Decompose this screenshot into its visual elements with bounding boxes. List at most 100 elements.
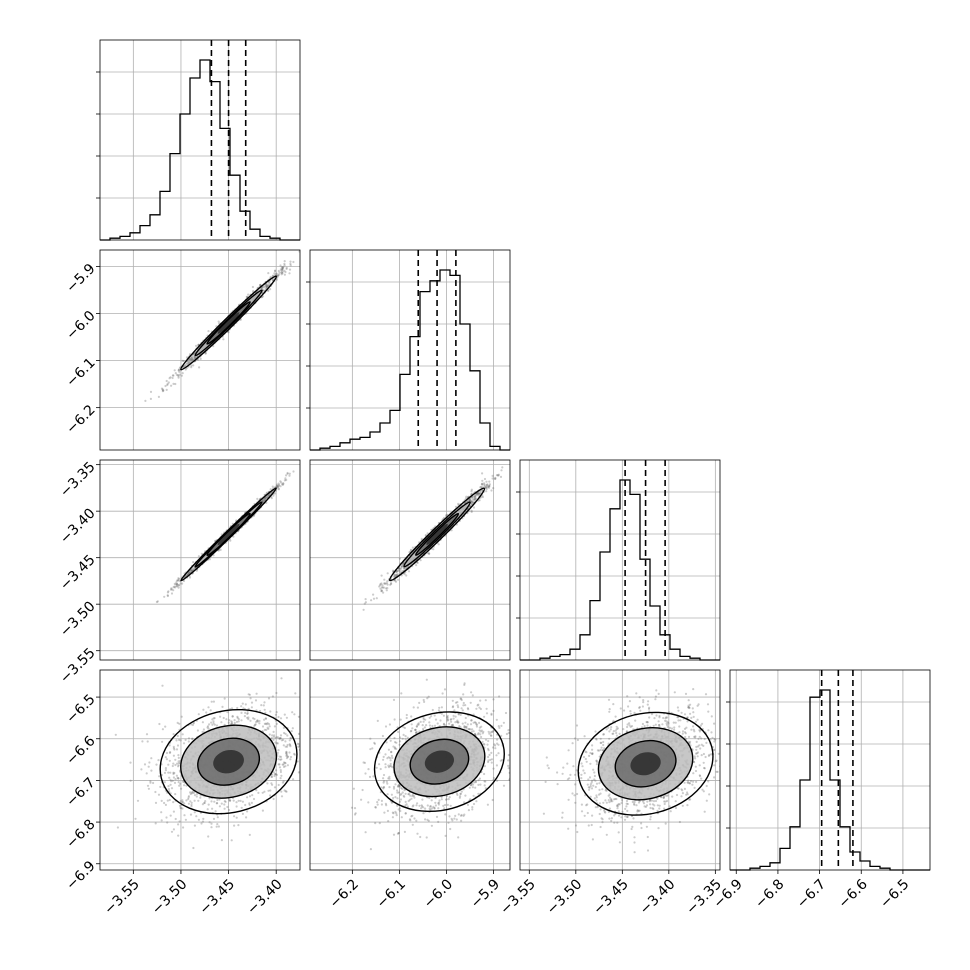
- sample-point: [281, 266, 284, 269]
- sample-point: [150, 757, 153, 760]
- sample-point: [227, 331, 230, 334]
- sample-point: [277, 487, 280, 490]
- sample-point: [149, 390, 153, 393]
- sample-point: [201, 730, 204, 734]
- sample-point: [170, 588, 173, 591]
- sample-point: [183, 802, 186, 805]
- sample-point: [364, 601, 367, 604]
- sample-point: [187, 796, 190, 799]
- sample-point: [472, 498, 475, 501]
- sample-point: [268, 280, 271, 283]
- contour-line-1: [194, 289, 263, 357]
- sample-point: [472, 506, 476, 509]
- contour-line-0: [388, 487, 486, 582]
- sample-point: [188, 358, 191, 361]
- sample-point: [250, 706, 253, 709]
- sample-point: [189, 569, 193, 572]
- sample-point: [470, 502, 473, 505]
- sample-point: [259, 283, 262, 287]
- sample-point: [280, 758, 283, 761]
- sample-point: [468, 498, 471, 501]
- sample-point: [170, 587, 173, 590]
- sample-point: [400, 565, 403, 568]
- sample-point: [284, 477, 287, 480]
- sample-point: [470, 488, 473, 491]
- contour-line-0: [180, 487, 278, 582]
- sample-point: [283, 479, 286, 482]
- sample-point: [281, 781, 284, 784]
- sample-point: [212, 817, 216, 821]
- sample-point: [405, 574, 408, 577]
- panel-frame: [729, 669, 931, 871]
- sample-point: [155, 600, 158, 604]
- sample-point: [157, 793, 161, 796]
- sample-point: [476, 494, 479, 497]
- sample-point: [479, 492, 482, 495]
- sample-point: [264, 497, 267, 500]
- sample-point: [166, 383, 169, 387]
- sample-point: [267, 284, 270, 287]
- sample-point: [483, 482, 486, 485]
- sample-point: [278, 763, 281, 766]
- sample-point: [479, 489, 483, 492]
- sample-point: [211, 807, 214, 810]
- sample-point: [411, 546, 414, 549]
- sample-point: [161, 389, 164, 392]
- sample-point: [203, 801, 206, 805]
- sample-point: [285, 757, 289, 760]
- sample-point: [381, 584, 384, 587]
- sample-point: [380, 589, 383, 593]
- sample-point: [398, 557, 401, 560]
- sample-point: [228, 799, 232, 802]
- sample-point: [190, 723, 193, 726]
- sample-point: [281, 270, 284, 273]
- sample-point: [497, 474, 500, 477]
- sample-point: [207, 330, 210, 333]
- sample-point: [485, 480, 488, 483]
- sample-point: [177, 374, 180, 377]
- sample-point: [241, 812, 244, 816]
- sample-point: [362, 608, 365, 611]
- sample-point: [276, 485, 279, 488]
- sample-point: [264, 283, 267, 286]
- sample-point: [330, 225, 332, 227]
- sample-point: [491, 474, 494, 477]
- sample-point: [288, 472, 291, 475]
- sample-point: [379, 583, 382, 586]
- sample-point: [288, 272, 291, 275]
- sample-point: [269, 794, 272, 797]
- sample-point: [203, 801, 206, 805]
- sample-point: [167, 590, 170, 593]
- sample-point: [173, 585, 176, 588]
- sample-point: [484, 486, 487, 490]
- sample-point: [281, 483, 285, 486]
- sample-point: [181, 372, 184, 375]
- sample-point: [277, 482, 280, 485]
- sample-point: [275, 773, 278, 777]
- sample-point: [263, 722, 266, 726]
- sample-point: [177, 584, 180, 587]
- contour-line-2: [206, 512, 251, 557]
- sample-point: [415, 564, 418, 567]
- sample-point: [475, 493, 478, 496]
- sample-point: [476, 492, 479, 495]
- sample-point: [192, 568, 195, 571]
- sample-point: [428, 552, 431, 556]
- hist-panel-3: [726, 669, 931, 871]
- sample-point: [277, 763, 280, 766]
- sample-point: [161, 388, 164, 391]
- sample-point: [143, 763, 147, 766]
- sample-point: [380, 586, 383, 589]
- sample-point: [190, 358, 193, 361]
- sample-point: [470, 503, 473, 506]
- sample-point: [385, 582, 388, 585]
- sample-point: [279, 480, 282, 483]
- sample-point: [267, 494, 270, 497]
- sample-point: [264, 717, 267, 720]
- sample-point: [478, 492, 481, 495]
- sample-point: [195, 344, 198, 347]
- sample-point: [488, 483, 491, 486]
- sample-point: [155, 763, 158, 766]
- sample-point: [192, 364, 195, 367]
- sample-point: [493, 477, 497, 481]
